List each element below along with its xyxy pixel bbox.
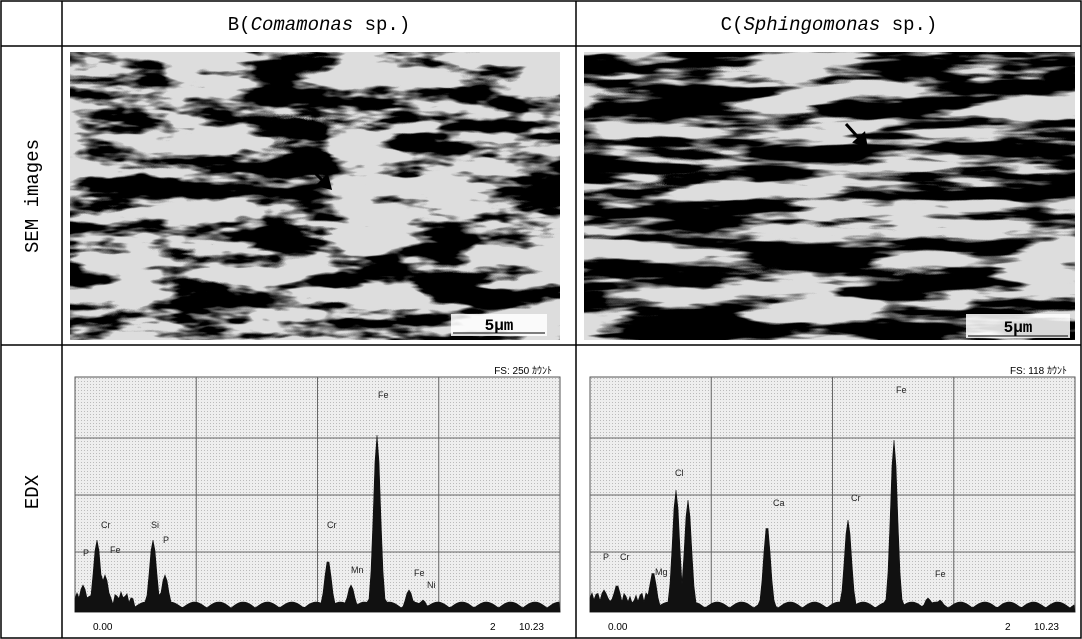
row-label: SEM images bbox=[22, 139, 44, 253]
range-label: 2 bbox=[1005, 622, 1011, 633]
peak-label: Cl bbox=[675, 468, 684, 478]
axis-start-label: 0.00 bbox=[608, 622, 628, 633]
scale-bar: 5μm bbox=[485, 317, 514, 335]
peak-label: Fe bbox=[414, 568, 425, 578]
full-scale-label: FS: 118 ｶｳﾝﾄ bbox=[1010, 365, 1067, 377]
peak-label: Fe bbox=[935, 569, 946, 579]
header-prefix: B( bbox=[228, 14, 251, 36]
peak-label: Mg bbox=[655, 567, 668, 577]
peak-label: Cr bbox=[327, 520, 337, 530]
peak-label: Cr bbox=[101, 520, 111, 530]
full-scale-label: FS: 250 ｶｳﾝﾄ bbox=[494, 365, 552, 377]
sem-image: 5μm bbox=[584, 52, 1075, 340]
sem-image: 5μm bbox=[70, 52, 560, 340]
column-header: C(Sphingomonas sp.) bbox=[721, 14, 938, 36]
column-header: B(Comamonas sp.) bbox=[228, 14, 410, 36]
row-label: EDX bbox=[22, 474, 44, 509]
peak-label: P bbox=[603, 552, 609, 562]
peak-label: Ni bbox=[427, 580, 436, 590]
peak-label: Fe bbox=[896, 385, 907, 395]
axis-end-label: 10.23 bbox=[519, 622, 544, 633]
spectrum bbox=[74, 434, 561, 613]
scale-bar: 5μm bbox=[1004, 319, 1033, 337]
peak-label: P bbox=[163, 535, 169, 545]
peak-label: P bbox=[83, 548, 89, 558]
spectrum bbox=[589, 439, 1076, 613]
header-suffix: sp.) bbox=[892, 14, 938, 36]
peak-label: Cr bbox=[620, 552, 630, 562]
header-prefix: C( bbox=[721, 14, 744, 36]
range-label: 2 bbox=[490, 622, 496, 633]
peak-label: Cr bbox=[851, 493, 861, 503]
peak-label: Mn bbox=[351, 565, 364, 575]
peak-label: Si bbox=[151, 520, 159, 530]
peak-label: Fe bbox=[378, 390, 389, 400]
axis-end-label: 10.23 bbox=[1034, 622, 1059, 633]
axis-start-label: 0.00 bbox=[93, 622, 113, 633]
header-suffix: sp.) bbox=[365, 14, 411, 36]
peak-label: Fe bbox=[110, 545, 121, 555]
header-genus: Comamonas bbox=[251, 14, 354, 36]
peak-label: Ca bbox=[773, 498, 785, 508]
header-genus: Sphingomonas bbox=[743, 14, 880, 36]
edx-spectrum: FS: 118 ｶｳﾝﾄ 0.00 2 10.23 P Cr Mg Cl Ca Cr Fe Fe bbox=[589, 365, 1076, 633]
